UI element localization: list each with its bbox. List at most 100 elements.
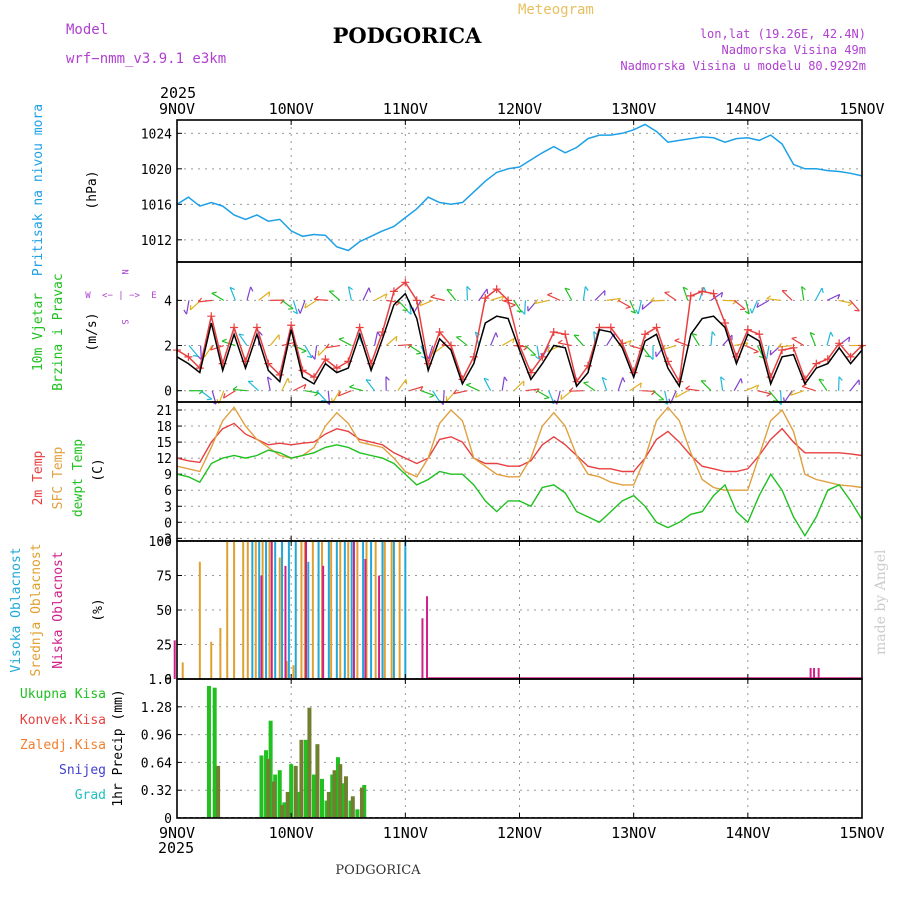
wind-barb: [547, 292, 553, 296]
wind-barb: [409, 345, 422, 354]
wind-barb: [280, 299, 285, 305]
wind-gust-marker: [812, 359, 821, 368]
wind-barb: [478, 288, 488, 301]
wind-barb: [685, 385, 690, 390]
wind-barb: [584, 286, 589, 291]
precip-total-bar: [355, 809, 360, 818]
precip-convective-bar: [332, 770, 337, 818]
x-axis-top-label: 9NOV: [159, 100, 195, 118]
temperature-ytick-label: -3: [156, 532, 172, 547]
wind-barb: [583, 381, 589, 384]
t2m-line: [176, 422, 863, 473]
wind-barb: [674, 392, 678, 398]
wind-barb: [453, 390, 468, 395]
wind-barb: [419, 301, 423, 307]
precip-total-bar: [259, 755, 264, 818]
wind-barb: [568, 387, 574, 392]
wind-gust-marker: [721, 318, 729, 327]
wind-barb: [303, 384, 307, 390]
wind-barb: [267, 376, 272, 381]
wind-gust-marker: [709, 289, 718, 298]
watermark: made by Angel: [873, 549, 889, 655]
wind-barb: [682, 286, 689, 301]
wind-barb: [781, 290, 793, 301]
precip-convective-bar: [315, 744, 320, 818]
wind-gust-marker: [561, 330, 570, 339]
wind-barb: [700, 380, 712, 392]
wind-barb: [837, 294, 841, 300]
wind-barb: [409, 386, 423, 392]
compass-e-label: E: [151, 291, 156, 301]
precip-convective-bar: [338, 764, 343, 818]
wind-barb: [744, 310, 750, 315]
x-axis-bottom-label: 14NOV: [725, 824, 770, 842]
wind-barb: [524, 300, 526, 315]
wind-barb: [733, 378, 742, 392]
clouds-ytick-label: 0: [164, 673, 172, 688]
wind-barb: [304, 299, 317, 309]
wind-barb: [733, 299, 746, 310]
wind-barb: [544, 397, 550, 400]
wind-panel: 0 2 4: [164, 261, 866, 406]
wind-gust-marker: [481, 294, 490, 303]
wind-barb: [325, 343, 330, 349]
wind-barb: [490, 295, 505, 301]
wind-barb: [495, 332, 499, 338]
precip-convective-bar: [299, 739, 304, 818]
wind-gust-marker: [207, 312, 216, 321]
wind-barb: [266, 376, 271, 391]
pressure-line: [176, 123, 863, 252]
temp-unit: (C): [91, 458, 106, 481]
wind-gust-marker: [275, 370, 284, 379]
wind-barb: [192, 355, 199, 357]
wind-barb: [233, 388, 248, 392]
wind-barb: [419, 299, 433, 307]
wind-gust-marker: [184, 352, 193, 361]
wind-gust-marker: [846, 352, 855, 361]
precipitation-ytick-label: 0.64: [141, 756, 172, 771]
wind-barb: [349, 384, 355, 388]
sfc-temp-line: [176, 406, 863, 491]
year-top: 2025: [160, 84, 196, 102]
wind-barb: [606, 297, 621, 301]
wind-barb: [376, 331, 381, 337]
wind-barb: [753, 351, 759, 354]
wind-barb: [268, 291, 271, 297]
pressure-label: Pritisak na nivou mora: [31, 104, 46, 276]
wind-barb: [347, 286, 352, 301]
wind-barb: [710, 331, 713, 346]
wind-barb: [560, 394, 563, 400]
wind-barb: [745, 300, 750, 315]
wind-barb: [429, 394, 435, 398]
wind-barb: [525, 388, 540, 392]
wind-gust-marker: [686, 291, 695, 300]
wind-barb: [745, 345, 759, 353]
wind-barb: [483, 377, 489, 381]
cloud-label-3: Niska Oblacnost: [51, 551, 66, 668]
wind-barb: [419, 386, 424, 392]
x-axis-top-label: 11NOV: [383, 100, 428, 118]
wind-barb: [801, 286, 806, 291]
wind-barb: [674, 339, 689, 347]
precip-total-bar: [289, 764, 294, 818]
elevation-label: Nadmorska Visina 49m: [722, 43, 867, 57]
wind-gust-marker: [321, 355, 330, 364]
x-axis-bottom-label: 12NOV: [497, 824, 542, 842]
wind-gust-marker: [606, 323, 615, 332]
wind-barb: [534, 299, 539, 304]
wind-barb: [778, 344, 793, 348]
precipitation-ytick-label: 0.96: [141, 729, 172, 744]
pressure-unit: (hPa): [85, 170, 100, 209]
precip-total-bar: [324, 800, 329, 818]
wind-barb: [534, 299, 549, 305]
wind-barb: [222, 393, 226, 399]
precip-total-bar: [264, 750, 269, 818]
wind-barb: [430, 294, 436, 298]
wind-barb: [229, 286, 235, 291]
precip-unit: 1hr Precip (mm): [111, 689, 126, 806]
wind-barb: [777, 342, 783, 348]
wind-barb: [397, 299, 408, 311]
wind-label-1: 10m Vjetar: [31, 293, 46, 371]
wind-barb: [397, 379, 407, 392]
cloud-unit: (%): [91, 598, 106, 621]
